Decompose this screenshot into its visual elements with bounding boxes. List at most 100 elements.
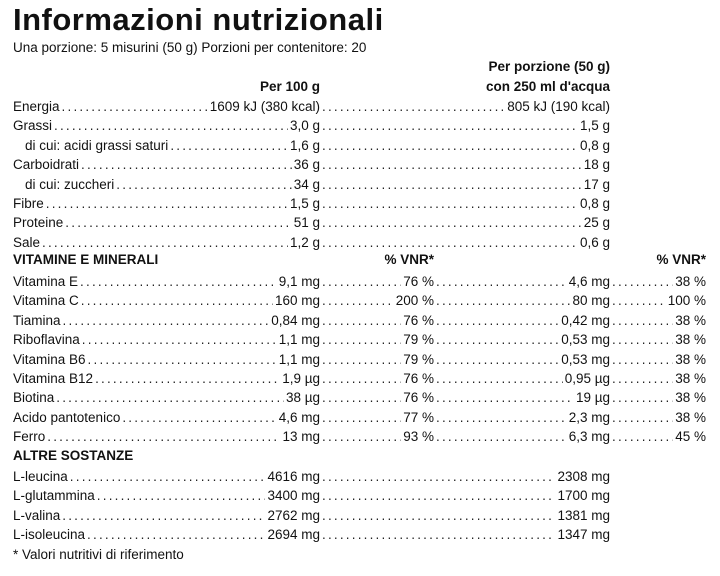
row-label: Ferro <box>13 429 46 445</box>
dot-leader <box>612 350 673 369</box>
row-value: 1381 mg <box>557 507 610 523</box>
row-label: di cui: zuccheri <box>25 176 115 192</box>
row-label: Energia <box>13 99 60 114</box>
nutrient-row: di cui: acidi grassi saturi 1,6 g 0,8 g <box>0 136 720 155</box>
dot-leader <box>322 486 555 505</box>
dot-leader <box>322 291 394 310</box>
dot-leader <box>322 350 401 369</box>
row-label: Vitamina B6 <box>13 351 86 367</box>
dot-leader <box>436 388 574 407</box>
row-label: Vitamina B12 <box>13 371 94 386</box>
dot-leader <box>322 175 582 194</box>
dot-leader <box>436 427 567 446</box>
other-substance-row: L-glutammina 3400 mg 1700 mg <box>0 486 720 505</box>
dot-leader <box>170 136 288 155</box>
vitamin-row: Tiamina 0,84 mg 76 % 0,42 mg 38 % <box>0 311 720 330</box>
vitamin-row: Vitamina E 9,1 mg 76 % 4,6 mg 38 % <box>0 272 720 291</box>
nutrient-row: Sale 1,2 g 0,6 g <box>0 233 720 252</box>
row-label: Vitamina C <box>13 293 79 309</box>
row-value: 0,42 mg <box>561 312 610 328</box>
row-value: 0,6 g <box>579 234 610 250</box>
row-label: Riboflavina <box>13 332 80 348</box>
row-value: 18 g <box>583 157 610 173</box>
row-value: 0,84 mg <box>271 312 320 328</box>
row-value: 38 % <box>675 390 706 406</box>
dot-leader <box>436 350 559 369</box>
footnote: * Valori nutritivi di riferimento <box>13 547 184 562</box>
row-label: Sale <box>13 234 41 250</box>
dot-leader <box>322 525 555 544</box>
row-value: 38 % <box>675 332 706 348</box>
row-value: 2,3 mg <box>568 409 610 425</box>
row-value: 1609 kJ (380 kcal) <box>209 99 320 114</box>
row-value: 45 % <box>675 429 706 445</box>
row-value: 200 % <box>395 293 434 309</box>
other-substance-row: L-isoleucina 2694 mg 1347 mg <box>0 525 720 544</box>
dot-leader <box>81 155 292 174</box>
dot-leader <box>322 233 578 252</box>
vitamin-row: Acido pantotenico 4,6 mg 77 % 2,3 mg 38 % <box>0 408 720 427</box>
dot-leader <box>97 486 266 505</box>
dot-leader <box>63 311 270 330</box>
row-value: 13 mg <box>282 429 320 445</box>
nutrient-row: Carboidrati 36 g 18 g <box>0 155 720 174</box>
row-value: 1347 mg <box>557 527 610 543</box>
vnr-header-perportion: % VNR* <box>656 252 706 267</box>
row-value: 1,9 µg <box>282 371 320 386</box>
dot-leader <box>322 330 401 349</box>
row-value: 93 % <box>403 429 434 445</box>
row-value: 38 % <box>675 371 706 386</box>
row-value: 38 % <box>675 274 706 289</box>
page-title: Informazioni nutrizionali <box>13 2 384 37</box>
row-value: 0,8 g <box>579 196 610 211</box>
dot-leader <box>436 311 559 330</box>
nutrient-row: Grassi 3,0 g 1,5 g <box>0 116 720 135</box>
dot-leader <box>322 467 555 486</box>
row-label: L-glutammina <box>13 488 95 504</box>
row-value: 38 % <box>675 312 706 328</box>
dot-leader <box>65 213 291 232</box>
row-value: 3,0 g <box>289 118 320 134</box>
dot-leader <box>612 330 673 349</box>
vitamin-row: Ferro 13 mg 93 % 6,3 mg 45 % <box>0 427 720 446</box>
per-portion-header-line2: con 250 ml d'acqua <box>485 79 610 94</box>
row-value: 79 % <box>403 351 434 367</box>
dot-leader <box>612 388 673 407</box>
row-value: 1,1 mg <box>278 332 320 348</box>
dot-leader <box>62 97 208 116</box>
dot-leader <box>56 388 284 407</box>
vitamin-row: Biotina 38 µg 76 % 19 µg 38 % <box>0 388 720 407</box>
nutrient-row: Energia 1609 kJ (380 kcal) 805 kJ (190 kca… <box>0 97 720 116</box>
dot-leader <box>322 272 401 291</box>
dot-leader <box>322 311 401 330</box>
row-value: 76 % <box>403 274 434 289</box>
serving-info: Una porzione: 5 misurini (50 g) Porzioni… <box>13 40 367 55</box>
dot-leader <box>95 369 280 388</box>
dot-leader <box>80 272 277 291</box>
row-value: 4,6 mg <box>568 274 610 289</box>
nutrient-row: di cui: zuccheri 34 g 17 g <box>0 175 720 194</box>
dot-leader <box>322 116 578 135</box>
row-value: 76 % <box>403 371 434 386</box>
dot-leader <box>62 506 265 525</box>
other-substance-row: L-valina 2762 mg 1381 mg <box>0 506 720 525</box>
row-value: 0,53 mg <box>561 332 610 348</box>
row-label: Grassi <box>13 118 53 134</box>
row-value: 9,1 mg <box>278 274 320 289</box>
row-label: Fibre <box>13 196 44 211</box>
dot-leader <box>612 408 673 427</box>
row-label: L-leucina <box>13 469 68 484</box>
dot-leader <box>436 369 563 388</box>
row-value: 79 % <box>403 332 434 348</box>
dot-leader <box>436 330 559 349</box>
dot-leader <box>612 311 673 330</box>
dot-leader <box>322 97 505 116</box>
dot-leader <box>122 408 276 427</box>
row-label: di cui: acidi grassi saturi <box>25 137 169 153</box>
row-value: 4,6 mg <box>278 409 320 425</box>
vitamin-row: Vitamina B6 1,1 mg 79 % 0,53 mg 38 % <box>0 350 720 369</box>
dot-leader <box>436 272 567 291</box>
row-value: 76 % <box>403 312 434 328</box>
dot-leader <box>87 525 265 544</box>
dot-leader <box>436 291 570 310</box>
